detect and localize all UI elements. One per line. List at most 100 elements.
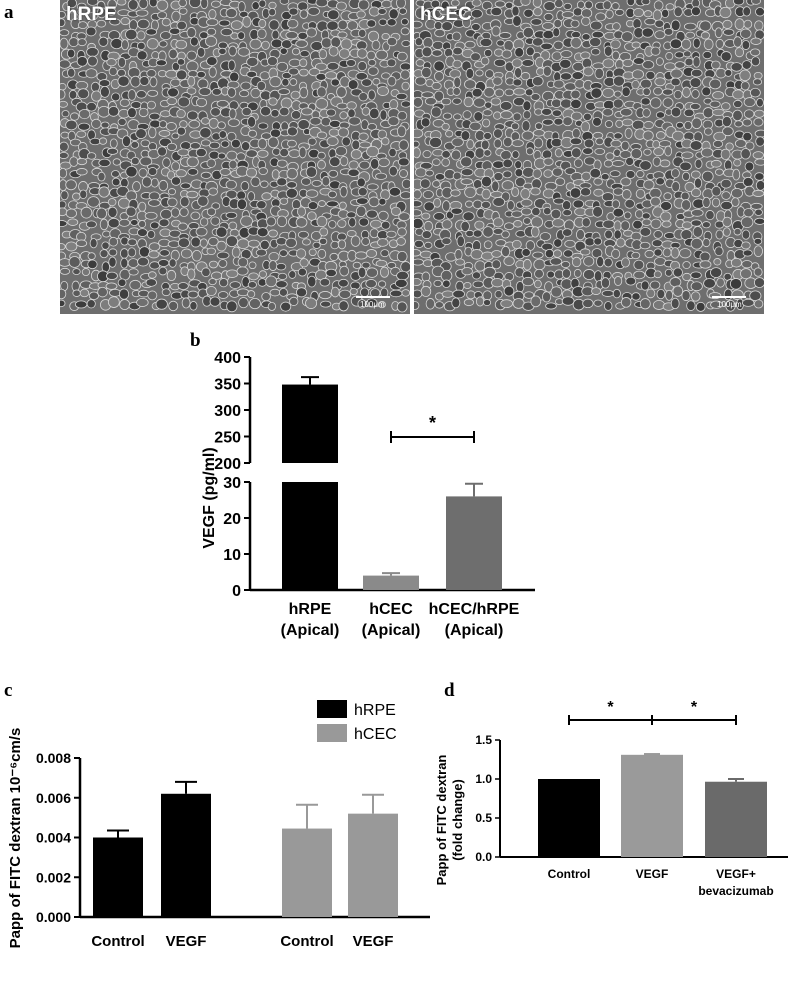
cell: [148, 0, 158, 8]
cell: [200, 117, 210, 125]
cell: [248, 272, 259, 281]
cell: [208, 66, 217, 78]
y-tick-label: 250: [214, 430, 241, 447]
cell: [281, 77, 290, 87]
cell: [206, 285, 217, 297]
x-tick-label: hCEC: [369, 601, 413, 618]
cell: [582, 298, 594, 309]
cell: [702, 107, 714, 119]
cell: [191, 249, 202, 262]
cell: [388, 186, 401, 197]
cell: [157, 11, 168, 19]
cell: [471, 87, 483, 98]
cell: [168, 300, 179, 312]
cell: [562, 209, 573, 217]
cell: [229, 71, 240, 83]
cell: [138, 289, 150, 298]
cell: [421, 46, 433, 58]
cell: [186, 156, 199, 168]
cell: [255, 248, 268, 257]
cell: [186, 60, 199, 73]
cell: [669, 277, 682, 288]
cell: [430, 0, 441, 9]
cell: [127, 238, 138, 247]
cell: [750, 48, 761, 57]
cell: [60, 89, 66, 100]
cell: [710, 159, 722, 168]
cell: [649, 280, 661, 290]
cell: [702, 196, 711, 209]
cell: [561, 11, 575, 19]
cell: [299, 9, 309, 19]
cell: [77, 38, 87, 47]
cell: [520, 188, 531, 200]
cell: [208, 187, 218, 196]
cell: [195, 97, 208, 108]
cell: [266, 216, 277, 227]
cell: [432, 180, 441, 188]
cell: [753, 237, 763, 245]
cell: [584, 0, 593, 10]
cell: [275, 280, 288, 289]
cell: [730, 62, 743, 72]
cell: [147, 167, 158, 176]
cell: [624, 199, 635, 209]
cell: [750, 37, 762, 45]
cell: [639, 298, 651, 310]
cell: [196, 46, 206, 58]
cell: [217, 291, 229, 299]
cell: [208, 236, 219, 247]
cell: [549, 257, 563, 266]
cell: [560, 50, 573, 59]
cell: [181, 297, 191, 309]
cell: [603, 45, 613, 57]
cell: [561, 268, 572, 279]
cell: [230, 138, 241, 149]
cell: [681, 199, 692, 211]
cell: [651, 239, 663, 248]
x-tick-label: VEGF: [636, 867, 669, 881]
cell: [268, 260, 278, 271]
cell: [553, 18, 563, 29]
cell: [542, 65, 552, 77]
cell: [378, 197, 387, 206]
cell: [511, 58, 523, 68]
cell: [434, 173, 446, 181]
cell: [609, 170, 621, 178]
cell: [741, 60, 752, 70]
cell: [511, 239, 522, 250]
cell: [542, 30, 555, 40]
cell: [432, 158, 441, 167]
cell: [532, 251, 544, 259]
cell: [560, 72, 573, 81]
cell: [316, 215, 328, 228]
cell: [481, 200, 491, 209]
cell: [338, 201, 347, 210]
cell: [196, 70, 206, 79]
cell: [621, 257, 630, 268]
cell: [425, 169, 434, 177]
cell: [295, 287, 308, 298]
cell: [635, 188, 646, 199]
cell: [521, 59, 535, 67]
cell: [711, 185, 722, 197]
y-tick-label: 30: [223, 475, 241, 492]
cell: [396, 250, 408, 263]
cell: [352, 261, 362, 269]
cell: [267, 136, 279, 149]
cell: [420, 285, 432, 297]
cell: [112, 158, 122, 166]
cell: [521, 130, 534, 141]
cell: [595, 12, 607, 22]
cells: [60, 0, 410, 313]
cell: [523, 8, 534, 18]
cell: [315, 72, 327, 81]
cell: [127, 89, 137, 101]
cell: [281, 39, 293, 50]
cell: [491, 278, 504, 288]
cell: [275, 237, 288, 246]
cell: [315, 0, 329, 8]
cell: [89, 238, 98, 249]
cell: [308, 248, 317, 257]
cell: [120, 257, 129, 269]
